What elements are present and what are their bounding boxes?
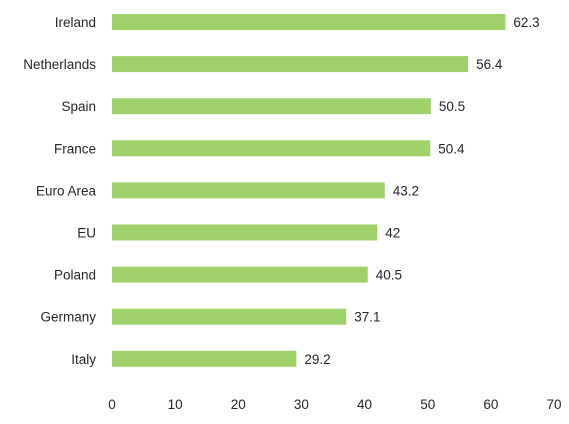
- x-tick-label: 20: [231, 397, 246, 412]
- x-tick-label: 60: [483, 397, 498, 412]
- bars-group: [112, 14, 506, 367]
- category-label: Spain: [61, 99, 96, 114]
- category-label: Euro Area: [36, 183, 97, 198]
- data-label: 42: [385, 226, 400, 241]
- x-tick-label: 0: [108, 397, 116, 412]
- bar-ireland: [112, 14, 506, 30]
- category-label: Germany: [40, 310, 96, 325]
- x-axis-ticks-group: 0 10 20 30 40 50 60 70: [108, 397, 561, 412]
- category-label: Italy: [71, 352, 96, 367]
- data-label: 50.4: [438, 141, 465, 156]
- data-label: 29.2: [304, 352, 330, 367]
- data-label: 56.4: [476, 57, 503, 72]
- bar-italy: [112, 350, 297, 367]
- bar-euro-area: [112, 182, 385, 199]
- data-label: 40.5: [376, 268, 402, 283]
- category-labels-group: Ireland Netherlands Spain France Euro Area EU…: [23, 15, 96, 367]
- x-tick-label: 70: [546, 397, 561, 412]
- data-label: 50.5: [439, 99, 465, 114]
- x-tick-label: 50: [420, 397, 435, 412]
- bar-germany: [112, 308, 347, 325]
- data-label: 43.2: [393, 183, 419, 198]
- bar-poland: [112, 266, 368, 283]
- bar-eu: [112, 224, 378, 241]
- category-label: Ireland: [55, 15, 96, 30]
- x-tick-label: 30: [294, 397, 309, 412]
- bar-france: [112, 140, 431, 157]
- data-label: 37.1: [354, 310, 380, 325]
- category-label: EU: [77, 226, 96, 241]
- bar-netherlands: [112, 56, 469, 73]
- x-tick-label: 10: [168, 397, 183, 412]
- category-label: Netherlands: [23, 57, 96, 72]
- bar-spain: [112, 98, 431, 115]
- value-labels-group: 62.3 56.4 50.5 50.4 43.2 42 40.5 37.1 29.2: [304, 15, 539, 367]
- x-tick-label: 40: [357, 397, 372, 412]
- data-label: 62.3: [513, 15, 539, 30]
- category-label: France: [54, 141, 96, 156]
- category-label: Poland: [54, 268, 96, 283]
